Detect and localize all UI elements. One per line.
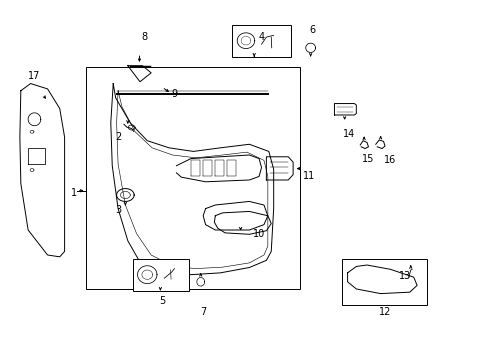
Text: 1: 1 bbox=[70, 188, 77, 198]
Text: 16: 16 bbox=[384, 156, 396, 165]
Text: 14: 14 bbox=[342, 129, 354, 139]
Text: 5: 5 bbox=[159, 296, 164, 306]
Bar bbox=[86, 67, 300, 289]
Text: 4: 4 bbox=[258, 32, 264, 42]
Text: 7: 7 bbox=[200, 307, 206, 317]
Text: 17: 17 bbox=[28, 71, 41, 81]
Text: 11: 11 bbox=[302, 171, 314, 181]
Text: 8: 8 bbox=[142, 32, 147, 42]
Text: 12: 12 bbox=[379, 307, 391, 317]
Text: 2: 2 bbox=[115, 132, 121, 142]
Text: 13: 13 bbox=[398, 271, 410, 282]
Text: 6: 6 bbox=[309, 25, 315, 35]
Text: 10: 10 bbox=[252, 229, 264, 239]
Bar bbox=[132, 258, 188, 291]
Bar bbox=[341, 258, 426, 305]
Text: 9: 9 bbox=[171, 89, 177, 99]
Text: 15: 15 bbox=[362, 154, 374, 163]
Bar bbox=[232, 24, 290, 57]
Text: 3: 3 bbox=[115, 205, 121, 215]
